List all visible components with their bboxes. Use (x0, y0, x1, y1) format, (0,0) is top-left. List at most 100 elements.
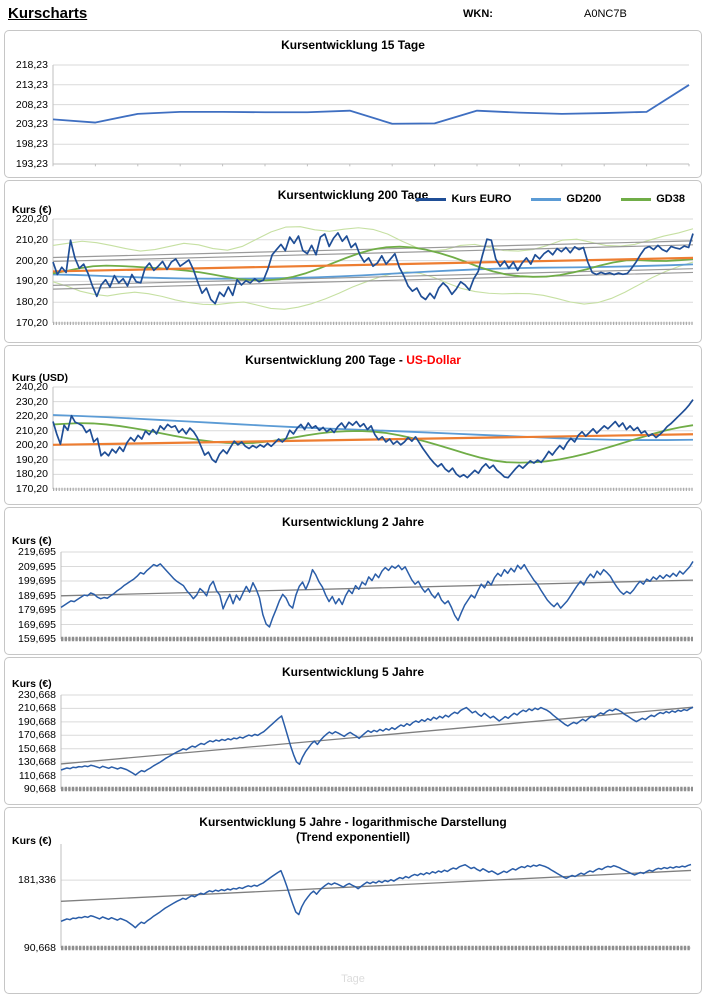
chart-title: Kursentwicklung 2 Jahre (281, 515, 425, 529)
y-tick-label: 210,20 (15, 424, 48, 437)
legend-line-swatch (621, 197, 652, 201)
chart-title: Kursentwicklung 5 Jahre (281, 665, 425, 679)
chart-plot: 181,336 90,668 (18, 844, 691, 954)
y-tick-label: 190,20 (15, 275, 48, 288)
chart-panel-200-tage-usd: Kursentwicklung 200 Tage - US-Dollar Kur… (4, 345, 702, 505)
series-kurs-usd (53, 400, 693, 478)
chart-panel-2-jahre: Kursentwicklung 2 Jahre Kurs (€) 219,695… (4, 507, 702, 655)
y-axis-labels: 181,336 90,668 (15, 844, 61, 954)
y-tick-label: 170,20 (15, 317, 48, 329)
series-kurs (61, 707, 693, 775)
chart-panel-5-jahre-log: Kursentwicklung 5 Jahre - logarithmische… (4, 807, 702, 994)
y-tick-label: 220,20 (15, 410, 48, 423)
chart-title: Kursentwicklung 200 Tage (277, 188, 429, 202)
y-tick-label: 240,20 (15, 381, 48, 393)
legend-label: GD200 (566, 193, 602, 205)
wkn-label: WKN: (463, 8, 493, 20)
y-tick-label: 200,20 (15, 254, 48, 267)
chart-canvas (53, 219, 693, 323)
y-tick-label: 210,20 (15, 233, 48, 246)
y-axis-unit: Kurs (€) (12, 535, 52, 547)
y-tick-label: 159,695 (18, 633, 56, 645)
legend-line-swatch (416, 197, 447, 201)
y-tick-label: 208,23 (15, 98, 48, 111)
chart-legend: Kurs EURO GD200 GD38 (416, 193, 685, 205)
y-axis-unit: Kurs (USD) (12, 372, 69, 384)
legend-item-gd200: GD200 (531, 193, 601, 205)
y-tick-label: 190,668 (18, 715, 56, 728)
y-axis-labels: 218,23 213,23 208,23 203,23 198,23 193,23 (7, 59, 53, 170)
y-tick-label: 90,668 (23, 783, 56, 795)
chart-plot: 240,20 230,20 220,20 210,20 200,20 190,20 180,… (16, 381, 693, 495)
y-tick-label: 213,23 (15, 78, 48, 91)
series-trend-linear (61, 707, 693, 764)
y-tick-label: 180,20 (15, 296, 48, 309)
series-kanal-oben-2 (53, 245, 693, 262)
chart-plot: 220,20 210,20 200,20 190,20 180,20 170,20 (16, 213, 693, 329)
y-tick-label: 130,668 (18, 756, 56, 769)
y-axis-labels: 240,20 230,20 220,20 210,20 200,20 190,20 180,… (7, 381, 53, 495)
y-axis-labels: 219,695 209,695 199,695 189,695 179,695 169,6… (15, 546, 61, 645)
series-trend-linear (61, 580, 693, 596)
y-tick-label: 218,23 (15, 59, 48, 71)
chart-canvas (53, 65, 689, 164)
y-tick-label: 170,20 (15, 483, 48, 495)
y-tick-label: 189,695 (18, 589, 56, 602)
y-tick-label: 230,668 (18, 689, 56, 701)
series-kanal-unten-2 (53, 272, 693, 289)
chart-canvas (61, 695, 693, 789)
y-tick-label: 190,20 (15, 453, 48, 466)
wkn-value: A0NC7B (584, 8, 627, 20)
series-gd200 (53, 264, 693, 278)
chart-canvas (61, 552, 693, 639)
chart-title-highlight: US-Dollar (406, 353, 461, 367)
page-title: Kurscharts (8, 5, 88, 22)
chart-subtitle: (Trend exponentiell) (295, 830, 410, 844)
y-axis-unit: Kurs (€) (12, 835, 52, 847)
y-tick-label: 210,668 (18, 702, 56, 715)
y-tick-label: 150,668 (18, 742, 56, 755)
series-kurs-euro (53, 233, 693, 304)
y-tick-label: 219,695 (18, 546, 56, 558)
y-axis-unit: Kurs (€) (12, 678, 52, 690)
series-kurs (61, 865, 691, 928)
chart-title-text: Kursentwicklung 200 Tage - (245, 353, 407, 367)
chart-title: Kursentwicklung 200 Tage - US-Dollar (5, 353, 701, 367)
chart-panel-15-tage: Kursentwicklung 15 Tage 218,23 213,23 208,… (4, 30, 702, 178)
y-tick-label: 230,20 (15, 395, 48, 408)
y-tick-label: 220,20 (15, 213, 48, 225)
series-trend-exponentiell (61, 870, 691, 901)
legend-label: GD38 (656, 193, 685, 205)
y-axis-labels: 230,668 210,668 190,668 170,668 150,668 130,6… (15, 689, 61, 795)
y-tick-label: 110,668 (18, 769, 56, 782)
y-axis-labels: 220,20 210,20 200,20 190,20 180,20 170,20 (7, 213, 53, 329)
series-band-oben (53, 227, 693, 251)
legend-line-swatch (531, 197, 562, 201)
chart-plot: 230,668 210,668 190,668 170,668 150,668 130,6… (18, 689, 693, 795)
y-tick-label: 181,336 (18, 874, 56, 887)
chart-canvas (61, 844, 691, 948)
y-tick-label: 179,695 (18, 604, 56, 616)
series-kurs (53, 85, 689, 124)
y-tick-label: 198,23 (15, 138, 48, 151)
series-kanal-unten-1 (53, 269, 693, 286)
chart-canvas (53, 387, 693, 489)
x-axis-title: Tage (341, 973, 365, 985)
legend-item-kurs-euro: Kurs EURO (416, 193, 511, 205)
y-tick-label: 169,695 (18, 618, 56, 631)
y-tick-label: 209,695 (18, 560, 56, 573)
y-tick-label: 193,23 (15, 158, 48, 170)
series-kurs (61, 561, 693, 627)
y-tick-label: 200,20 (15, 439, 48, 452)
y-axis-unit: Kurs (€) (12, 204, 52, 216)
legend-item-gd38: GD38 (621, 193, 685, 205)
chart-panel-5-jahre: Kursentwicklung 5 Jahre Kurs (€) 230,668… (4, 657, 702, 805)
y-tick-label: 180,20 (15, 468, 48, 481)
y-tick-label: 170,668 (18, 729, 56, 742)
series-band-unten (53, 262, 693, 309)
page-header: Kurscharts WKN: A0NC7B (0, 0, 706, 30)
legend-label: Kurs EURO (451, 193, 512, 205)
y-tick-label: 203,23 (15, 118, 48, 131)
y-tick-label: 199,695 (18, 575, 56, 587)
